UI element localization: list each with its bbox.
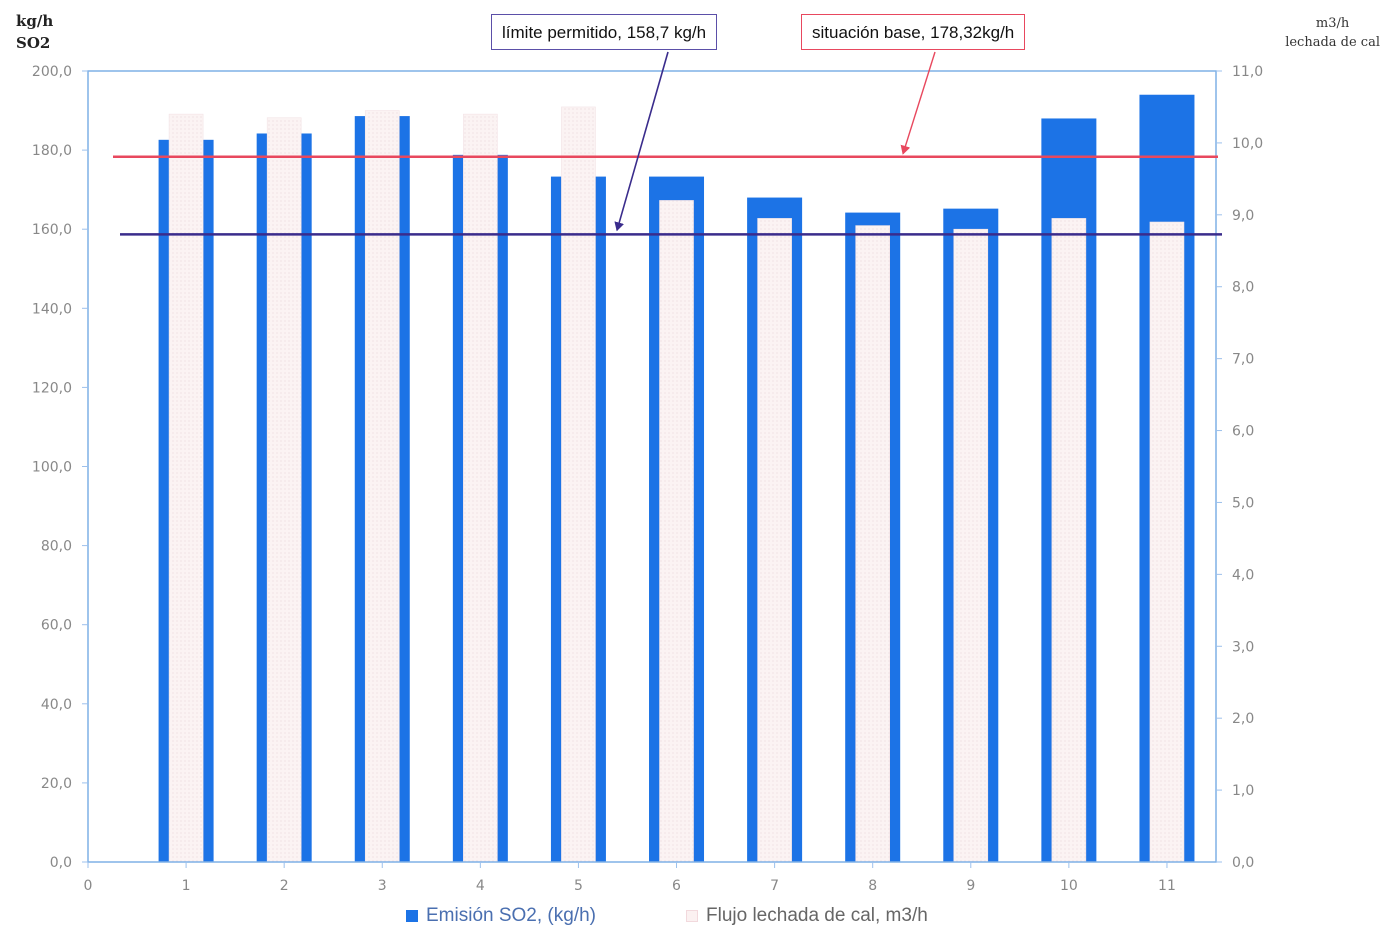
x-tick-label-9: 9 [966,878,975,894]
right-tick-label-10: 10,0 [1232,136,1263,152]
base-callout: situación base, 178,32kg/h [801,14,1026,50]
reference-lines-layer [113,51,1222,236]
left-tick-label-3: 60,0 [41,618,72,634]
left-tick-label-10: 200,0 [32,64,72,80]
left-tick-label-9: 180,0 [32,143,72,159]
x-tick-label-8: 8 [868,878,877,894]
bar-flujo-2 [266,117,302,863]
legend: Emisión SO2, (kg/h) Flujo lechada de cal… [406,905,1018,927]
legend-item-flujo: Flujo lechada de cal, m3/h [686,905,928,927]
right-tick-label-2: 2,0 [1232,711,1254,727]
left-tick-label-0: 0,0 [50,855,72,871]
right-tick-label-3: 3,0 [1232,639,1254,655]
bar-flujo-6 [659,200,694,863]
axes-layer: 0,020,040,060,080,0100,0120,0140,0160,01… [32,64,1263,894]
left-tick-label-6: 120,0 [32,380,72,396]
limit-callout-arrow [614,51,669,232]
bar-flujo-4 [463,113,498,863]
right-tick-label-5: 5,0 [1232,495,1254,511]
bar-flujo-9 [953,228,989,863]
legend-label-flujo: Flujo lechada de cal, m3/h [706,905,928,926]
right-tick-label-6: 6,0 [1232,424,1254,440]
x-tick-label-3: 3 [378,878,387,894]
left-tick-label-7: 140,0 [32,301,72,317]
x-tick-label-0: 0 [84,878,93,894]
right-axis-title-line2: lechada de cal [1285,35,1380,50]
right-tick-label-1: 1,0 [1232,783,1254,799]
x-tick-label-10: 10 [1060,878,1078,894]
bars-layer [158,94,1195,863]
base-callout-arrow [900,51,936,155]
left-axis-title-line1: kg/h [16,12,54,30]
bar-flujo-5 [561,106,596,863]
x-tick-label-4: 4 [476,878,485,894]
right-axis-title: m3/h lechada de cal [1285,14,1380,52]
right-tick-label-8: 8,0 [1232,280,1254,296]
bar-flujo-8 [855,225,890,863]
right-tick-label-9: 9,0 [1232,208,1254,224]
right-tick-label-0: 0,0 [1232,855,1254,871]
legend-swatch-flujo [686,910,698,922]
right-tick-label-11: 11,0 [1232,64,1263,80]
legend-label-emision: Emisión SO2, (kg/h) [426,905,596,926]
bar-flujo-3 [364,110,400,863]
x-tick-label-1: 1 [182,878,191,894]
legend-swatch-emision [406,910,418,922]
bar-flujo-1 [168,113,204,863]
right-tick-label-4: 4,0 [1232,567,1254,583]
bar-flujo-7 [757,218,792,863]
right-axis-title-line1: m3/h [1315,16,1350,31]
right-tick-label-7: 7,0 [1232,352,1254,368]
left-axis-title: kg/h SO2 [16,10,53,54]
x-tick-label-11: 11 [1158,878,1176,894]
left-tick-label-8: 160,0 [32,222,72,238]
x-tick-label-2: 2 [280,878,289,894]
bar-flujo-10 [1051,218,1087,863]
left-tick-label-2: 40,0 [41,697,72,713]
left-tick-label-4: 80,0 [41,539,72,555]
x-tick-label-7: 7 [770,878,779,894]
x-tick-label-6: 6 [672,878,681,894]
left-axis-title-line2: SO2 [16,34,51,52]
left-tick-label-5: 100,0 [32,460,72,476]
x-tick-label-5: 5 [574,878,583,894]
legend-item-emision: Emisión SO2, (kg/h) [406,905,596,927]
limit-callout: límite permitido, 158,7 kg/h [491,14,718,50]
bar-flujo-11 [1149,221,1185,863]
left-tick-label-1: 20,0 [41,776,72,792]
